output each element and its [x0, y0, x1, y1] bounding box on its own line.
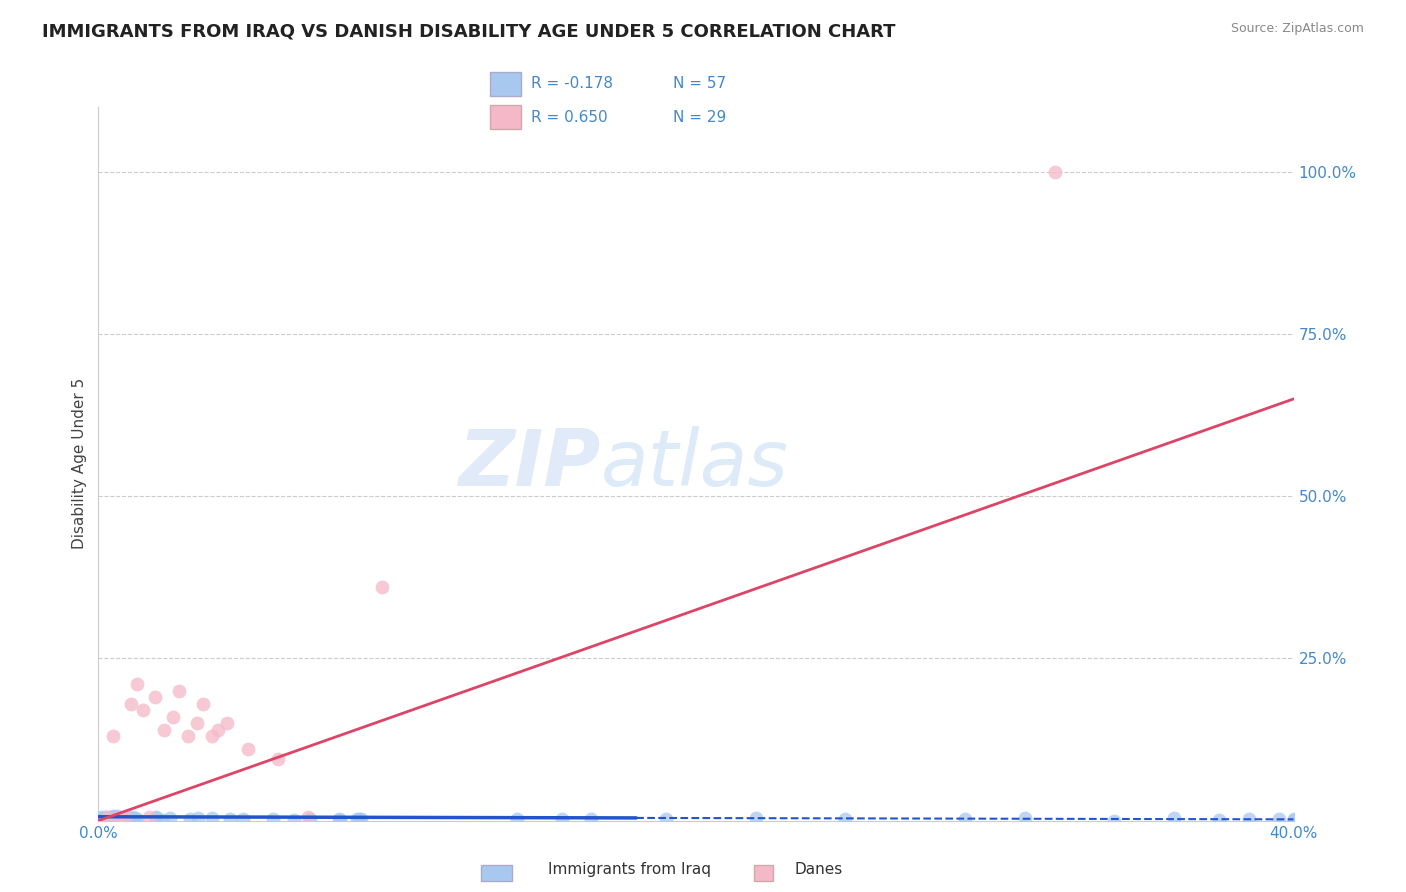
Point [1043, 165, 1066, 179]
Bar [491, 71, 522, 95]
Point [506, 812, 529, 826]
Point [329, 813, 352, 827]
Point [90, 813, 112, 827]
Point [186, 716, 208, 731]
Point [207, 723, 229, 737]
Point [200, 811, 222, 825]
Point [107, 811, 129, 825]
Point [118, 811, 141, 825]
Point [101, 812, 124, 826]
Point [114, 811, 136, 825]
Point [145, 812, 167, 826]
Point [143, 690, 166, 705]
Point [834, 812, 856, 826]
Point [114, 810, 136, 824]
Point [152, 813, 174, 827]
Point [1282, 814, 1305, 828]
Text: IMMIGRANTS FROM IRAQ VS DANISH DISABILITY AGE UNDER 5 CORRELATION CHART: IMMIGRANTS FROM IRAQ VS DANISH DISABILIT… [42, 22, 896, 40]
Point [120, 697, 142, 711]
Point [121, 810, 143, 824]
Point [1282, 812, 1305, 826]
Point [145, 810, 167, 824]
Point [90, 810, 112, 824]
Point [346, 813, 368, 827]
Text: R = 0.650: R = 0.650 [530, 110, 607, 125]
Point [1104, 814, 1126, 828]
Point [104, 812, 127, 826]
Point [93, 812, 115, 826]
Text: N = 57: N = 57 [673, 76, 725, 91]
Point [90, 812, 112, 826]
Point [581, 813, 603, 827]
Text: atlas: atlas [600, 425, 789, 502]
Point [153, 723, 176, 737]
Text: Source: ZipAtlas.com: Source: ZipAtlas.com [1230, 22, 1364, 36]
Point [162, 710, 184, 724]
Point [219, 813, 242, 827]
Point [101, 809, 124, 823]
Point [110, 812, 132, 826]
Point [127, 812, 149, 826]
Point [745, 811, 768, 825]
Bar [754, 865, 773, 881]
Bar [481, 865, 512, 881]
Point [215, 716, 238, 731]
Text: Immigrants from Iraq: Immigrants from Iraq [548, 863, 711, 877]
Text: R = -0.178: R = -0.178 [530, 76, 613, 91]
Point [262, 812, 284, 826]
Point [127, 677, 149, 691]
Point [132, 703, 155, 717]
Point [105, 809, 128, 823]
Point [103, 729, 125, 743]
Point [299, 812, 322, 826]
Point [103, 810, 125, 824]
Point [105, 813, 128, 827]
Point [350, 813, 373, 827]
Point [232, 812, 254, 826]
Point [90, 812, 112, 826]
Point [371, 580, 394, 594]
Bar [491, 105, 522, 129]
Point [236, 742, 259, 756]
Point [187, 811, 209, 825]
Point [1163, 811, 1185, 825]
Point [191, 697, 214, 711]
Point [104, 810, 127, 824]
Point [179, 812, 201, 826]
Point [159, 812, 181, 826]
Text: Danes: Danes [794, 863, 842, 877]
Point [953, 812, 976, 826]
Point [550, 812, 572, 826]
Point [297, 810, 319, 824]
Point [201, 729, 224, 743]
Point [1014, 811, 1036, 825]
Point [96, 811, 118, 825]
Point [108, 810, 131, 824]
Point [1267, 812, 1289, 826]
Text: ZIP: ZIP [458, 425, 600, 502]
Point [283, 813, 305, 827]
Point [328, 812, 350, 826]
Point [90, 814, 112, 828]
Point [94, 811, 117, 825]
Point [655, 812, 678, 826]
Point [177, 729, 200, 743]
Y-axis label: Disability Age Under 5: Disability Age Under 5 [72, 378, 87, 549]
Point [96, 810, 118, 824]
Point [167, 684, 190, 698]
Point [114, 811, 136, 825]
Point [1237, 813, 1260, 827]
Point [1208, 813, 1230, 827]
Point [124, 811, 146, 825]
Point [98, 810, 121, 824]
Point [349, 813, 371, 827]
Text: N = 29: N = 29 [673, 110, 725, 125]
Point [93, 810, 115, 824]
Point [138, 810, 160, 824]
Point [267, 752, 290, 766]
